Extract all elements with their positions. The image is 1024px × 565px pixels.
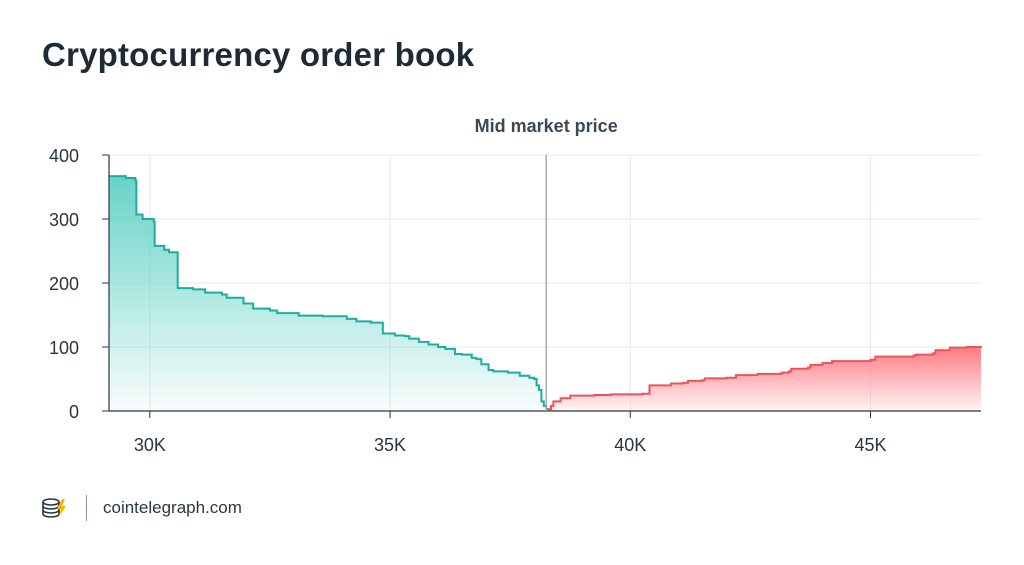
footer-divider [86,495,87,521]
x-tick-label: 45K [854,435,886,455]
y-tick-label: 0 [69,402,79,422]
page-title: Cryptocurrency order book [42,36,475,73]
x-tick-label: 40K [614,435,646,455]
x-tick-label: 35K [374,435,406,455]
cointelegraph-logo-icon [40,493,70,523]
order-book-chart: 0 100 200 300 400 30K 35K 40K 45K Mid market pri… [49,116,982,455]
footer: cointelegraph.com [40,492,242,524]
y-tick-label: 100 [49,338,79,358]
mid-market-annotation: Mid market price [475,116,618,411]
y-tick-label: 200 [49,274,79,294]
mid-market-label: Mid market price [475,116,618,136]
y-tick-label: 400 [49,146,79,166]
x-tick-label: 30K [134,435,166,455]
site-name: cointelegraph.com [103,498,242,517]
y-tick-label: 300 [49,210,79,230]
chart-svg: 0 100 200 300 400 30K 35K 40K 45K Mid market pri… [49,116,982,455]
axes: 0 100 200 300 400 30K 35K 40K 45K [49,146,981,455]
bid-depth-area [109,176,547,411]
depth-areas [109,175,982,411]
bid-depth-line [109,175,548,408]
ask-depth-line [546,346,982,411]
ask-depth-area [546,346,981,411]
